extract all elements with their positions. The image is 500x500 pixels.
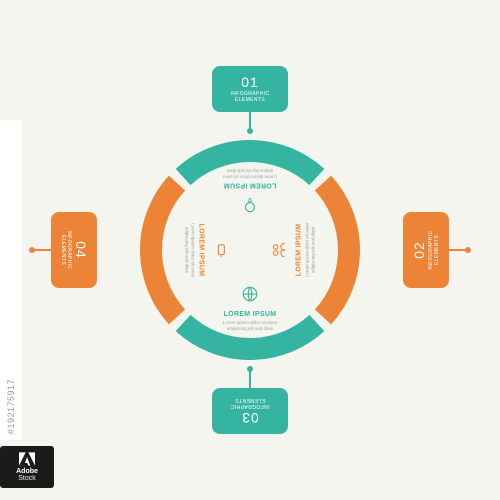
quadrant-right-title: LOREM IPSUM	[296, 224, 303, 277]
adobe-logo-icon	[19, 452, 35, 466]
callout-top-number: 01	[241, 75, 259, 89]
quadrant-top-body: Lorem ipsum dolor sit amet adipiscing el…	[215, 168, 285, 180]
callout-right-label: INFOGRAPHICELEMENTS	[428, 230, 440, 269]
battery-icon	[207, 241, 230, 259]
callout-right-number: 02	[412, 241, 426, 259]
quadrant-right-body: Lorem ipsum dolor sit amet adipiscing el…	[305, 215, 317, 285]
globe-icon	[241, 285, 259, 308]
badge-line2: Stock	[18, 475, 36, 482]
quadrant-left-body: Lorem ipsum dolor sit amet adipiscing el…	[184, 215, 196, 285]
callout-left-number: 04	[74, 241, 88, 259]
ring: LOREM IPSUM Lorem ipsum dolor sit amet a…	[140, 140, 360, 360]
callout-bottom-label: INFOGRAPHICELEMENTS	[230, 397, 269, 409]
quadrant-right: LOREM IPSUM Lorem ipsum dolor sit amet a…	[248, 221, 338, 280]
quadrant-left: LOREM IPSUM Lorem ipsum dolor sit amet a…	[162, 221, 252, 280]
quadrant-bottom: LOREM IPSUM Lorem ipsum dolor sit amet a…	[190, 279, 310, 338]
lightbulb-icon	[241, 192, 259, 215]
callout-top-label: INFOGRAPHICELEMENTS	[230, 91, 269, 103]
callout-bottom-number: 03	[241, 411, 259, 425]
badge-line1: Adobe	[16, 468, 38, 475]
callout-bottom: 03 INFOGRAPHICELEMENTS	[212, 388, 288, 434]
callout-right: 02 INFOGRAPHICELEMENTS	[403, 212, 449, 288]
quadrant-top-title: LOREM IPSUM	[224, 182, 277, 189]
people-icon	[270, 241, 293, 259]
quadrant-left-title: LOREM IPSUM	[197, 224, 204, 277]
callout-left-label: INFOGRAPHICELEMENTS	[60, 230, 72, 269]
watermark-strip: #192175917	[0, 120, 22, 440]
quadrant-bottom-body: Lorem ipsum dolor sit amet adipiscing el…	[215, 320, 285, 332]
callout-top: 01 INFOGRAPHICELEMENTS	[212, 66, 288, 112]
quadrant-bottom-title: LOREM IPSUM	[224, 311, 277, 318]
quadrant-top: LOREM IPSUM Lorem ipsum dolor sit amet a…	[190, 162, 310, 221]
infographic-stage: 01 INFOGRAPHICELEMENTS 02 INFOGRAPHICELE…	[0, 0, 500, 500]
watermark-id: #192175917	[6, 373, 16, 440]
adobe-stock-badge: Adobe Stock	[0, 446, 54, 488]
callout-left: 04 INFOGRAPHICELEMENTS	[51, 212, 97, 288]
